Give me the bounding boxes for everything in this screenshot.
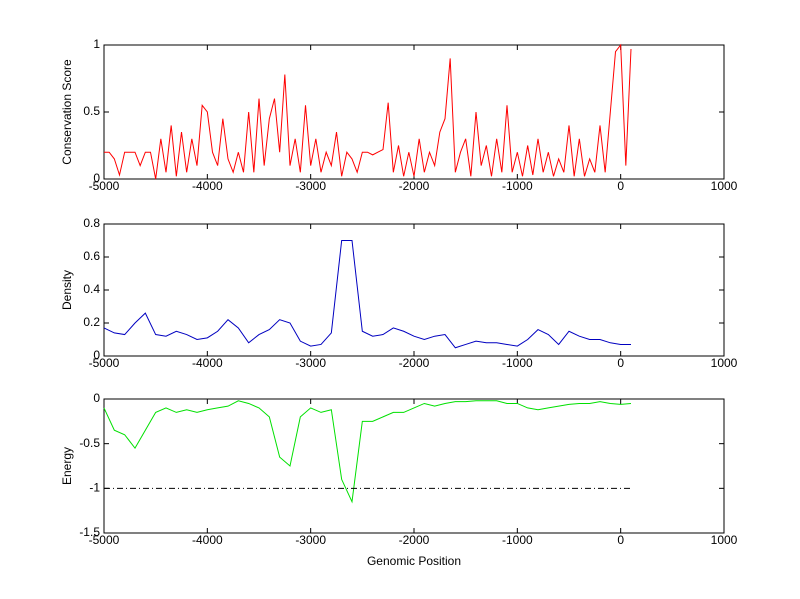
x-tick-label: 0 [617,356,624,370]
y-tick-label: -1 [89,481,100,495]
x-tick-label: -4000 [192,179,223,193]
y-tick-label: -1.5 [79,525,100,539]
y-tick-label: 0 [93,348,100,362]
y-tick-label: 0.6 [83,249,100,263]
x-tick-label: -5000 [89,533,120,547]
x-tick-label: -2000 [399,533,430,547]
data-line [103,240,631,349]
y-tick-label: 0 [93,391,100,405]
y-axis-label: Density [60,270,74,310]
x-tick-label: -2000 [399,179,430,193]
data-line [103,400,632,504]
x-tick-label: -4000 [192,356,223,370]
y-tick-label: 0.4 [83,282,100,296]
y-tick-label: 0.5 [83,104,100,118]
x-tick-label: 1000 [711,179,738,193]
x-axis-label: Genomic Position [367,554,461,568]
data-line [104,43,632,180]
x-tick-label: 0 [617,533,624,547]
x-tick-label: -2000 [399,356,430,370]
x-tick-label: -1000 [502,179,533,193]
y-axis-label: Energy [60,447,74,485]
x-tick-label: -1000 [502,533,533,547]
x-tick-label: -1000 [502,356,533,370]
x-tick-label: -5000 [89,179,120,193]
axes-box [103,223,725,357]
y-axis-label: Conservation Score [60,59,74,165]
x-tick-label: 0 [617,179,624,193]
axes-box [103,398,725,534]
x-tick-label: -4000 [192,533,223,547]
axes-box [103,44,725,180]
y-tick-label: -0.5 [79,436,100,450]
y-tick-label: 1 [93,37,100,51]
y-tick-label: 0.2 [83,315,100,329]
y-tick-label: 0.8 [83,216,100,230]
x-tick-label: 1000 [711,356,738,370]
x-tick-label: -3000 [295,179,326,193]
x-tick-label: -3000 [295,356,326,370]
x-tick-label: 1000 [711,533,738,547]
y-tick-label: 0 [93,171,100,185]
x-tick-label: -5000 [89,356,120,370]
x-tick-label: -3000 [295,533,326,547]
